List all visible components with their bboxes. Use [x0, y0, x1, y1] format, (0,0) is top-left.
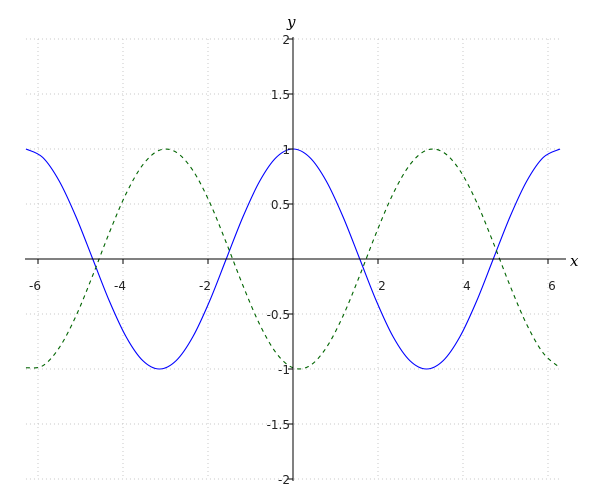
y-tick-label: 0.5 — [271, 198, 290, 212]
y-tick-label: 1.5 — [271, 88, 290, 102]
x-axis-label: x — [570, 252, 579, 270]
y-tick-label: 2 — [282, 33, 290, 47]
axes — [25, 37, 566, 481]
y-tick-label: -0.5 — [267, 308, 290, 322]
ticks: -6 -4 -2 2 4 6 -2 -1.5 -1 -0.5 0.5 1 1.5 2 — [29, 33, 556, 487]
x-tick-label: -4 — [114, 279, 126, 293]
x-tick-label: 4 — [463, 279, 471, 293]
x-tick-label: -6 — [29, 279, 41, 293]
y-tick-label: -1 — [278, 363, 290, 377]
x-tick-label: 2 — [378, 279, 386, 293]
x-tick-label: -2 — [199, 279, 211, 293]
y-tick-label: 1 — [282, 143, 290, 157]
y-axis-label: y — [286, 13, 296, 31]
y-tick-label: -2 — [278, 473, 290, 487]
y-tick-label: -1.5 — [267, 418, 290, 432]
x-tick-label: 6 — [548, 279, 556, 293]
